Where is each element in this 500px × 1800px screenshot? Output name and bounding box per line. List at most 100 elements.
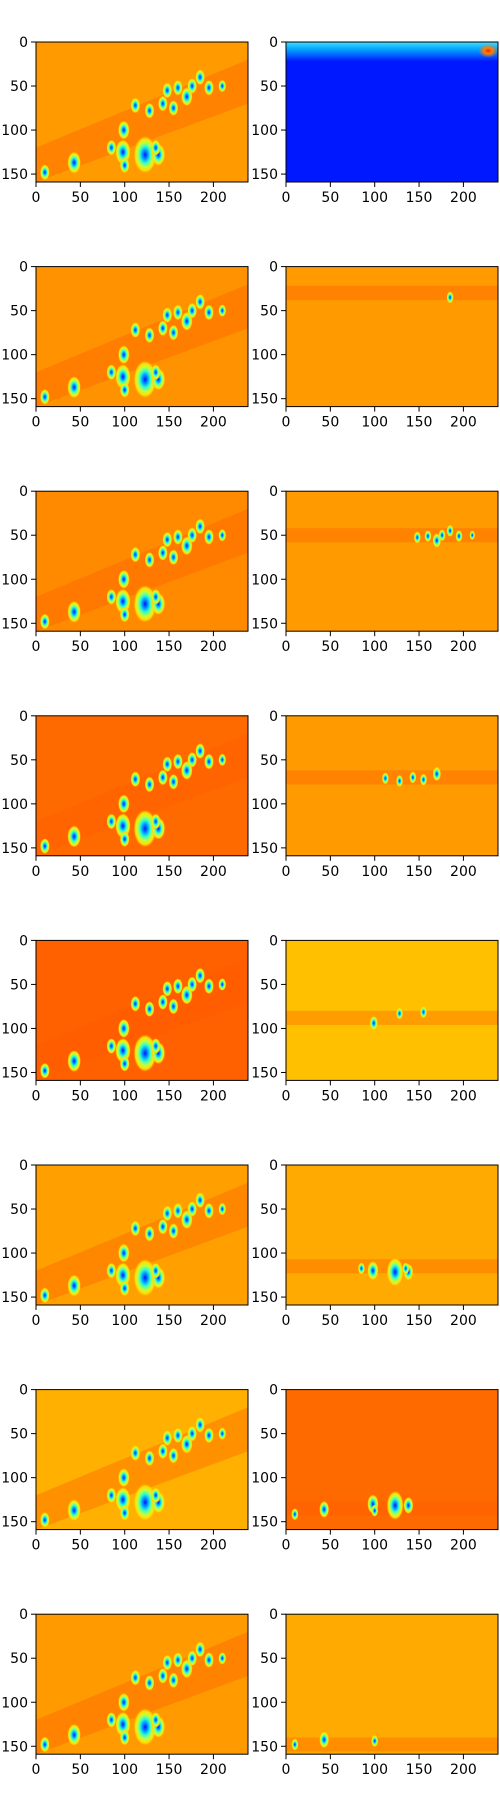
x-tick-label: 200: [200, 1762, 227, 1778]
x-tick-label: 50: [321, 864, 339, 880]
right-panel-row-5-axes: 0 50 100 150 200 0 50 100 150: [251, 1158, 499, 1329]
activation-blob: [40, 838, 50, 854]
right-panel-row-0-axes: 0 50 100 150 200 0 50 100 150: [251, 35, 499, 206]
activation-blob: [119, 606, 130, 623]
activation-blob: [187, 752, 197, 768]
y-tick-label: 150: [1, 616, 28, 632]
activation-blob: [150, 1712, 161, 1728]
y-tick-label: 150: [1, 1290, 28, 1306]
x-tick-label: 0: [32, 864, 41, 880]
activation-blob: [67, 1274, 81, 1297]
right-heatmap-row-7: [286, 1614, 498, 1755]
activation-blob: [67, 600, 81, 623]
y-tick-label: 100: [251, 1471, 278, 1487]
x-tick-label: 0: [282, 1538, 291, 1554]
x-tick-label: 0: [282, 1088, 291, 1104]
y-tick-label: 100: [1, 123, 28, 139]
left-panel-row-3-frame: [35, 715, 249, 857]
activation-blob: [218, 304, 227, 317]
activation-blob: [150, 589, 161, 605]
y-tick-label: 50: [10, 1427, 28, 1443]
activation-blob: [40, 1736, 50, 1753]
attention-blob: [386, 1257, 404, 1287]
y-tick-label: 100: [1, 572, 28, 588]
x-tick-label: 150: [156, 1313, 183, 1329]
right-panel-row-3-frame: [285, 715, 499, 857]
activation-blob: [158, 1443, 168, 1460]
y-tick-label: 150: [251, 616, 278, 632]
x-tick-label: 200: [450, 1538, 477, 1554]
activation-blob: [204, 1202, 214, 1219]
activation-blob: [187, 1201, 197, 1217]
activation-blob: [106, 139, 117, 156]
attention-blob: [446, 291, 454, 304]
x-tick-label: 100: [361, 1762, 388, 1778]
y-tick-label: 100: [1, 1471, 28, 1487]
y-tick-label: 150: [1, 1515, 28, 1531]
activation-blob: [133, 1034, 157, 1072]
x-tick-label: 100: [111, 864, 138, 880]
y-tick-label: 150: [1, 841, 28, 857]
x-tick-label: 200: [450, 864, 477, 880]
right-panel-row-1-frame: [285, 266, 499, 408]
activation-blob: [106, 364, 117, 381]
activation-blob: [119, 1729, 130, 1746]
attention-blob: [413, 531, 421, 544]
activation-blob: [150, 364, 161, 381]
right-heatmap-row-6: [286, 1389, 498, 1530]
x-tick-label: 50: [71, 1538, 89, 1554]
attention-blob: [419, 773, 427, 786]
x-tick-label: 50: [71, 1088, 89, 1104]
activation-blob: [40, 1512, 50, 1528]
left-heatmap-row-1: [36, 266, 248, 407]
y-tick-label: 150: [251, 841, 278, 857]
activation-blob: [162, 1654, 173, 1671]
activation-blob: [162, 1430, 173, 1446]
activation-blob: [162, 756, 173, 773]
y-tick-label: 0: [269, 1607, 278, 1623]
activation-blob: [168, 1447, 179, 1464]
x-tick-label: 200: [200, 1313, 227, 1329]
activation-blob: [133, 585, 157, 623]
y-tick-label: 0: [19, 260, 28, 276]
x-tick-label: 200: [200, 639, 227, 655]
y-tick-label: 50: [260, 304, 278, 320]
heatmap-background: [286, 715, 498, 856]
x-tick-label: 50: [321, 1538, 339, 1554]
activation-blob: [218, 753, 227, 767]
activation-blob: [130, 771, 141, 787]
left-panel-row-0-axes: 0 50 100 150 200 0 50 100 150: [1, 35, 249, 206]
attention-blob: [446, 524, 454, 537]
activation-blob: [144, 102, 155, 119]
x-tick-label: 0: [32, 190, 41, 206]
y-tick-label: 50: [260, 977, 278, 993]
activation-blob: [168, 1672, 179, 1689]
activation-blob: [187, 302, 197, 319]
activation-blob: [67, 825, 81, 848]
attention-blob: [402, 1262, 410, 1275]
x-tick-label: 50: [71, 190, 89, 206]
y-tick-label: 100: [1, 348, 28, 364]
y-tick-label: 0: [269, 933, 278, 949]
y-tick-label: 0: [19, 709, 28, 725]
left-panel-row-6-axes: 0 50 100 150 200 0 50 100 150: [1, 1383, 249, 1554]
activation-blob: [173, 79, 183, 96]
activation-blob: [150, 1487, 161, 1504]
y-tick-label: 100: [251, 123, 278, 139]
activation-blob: [40, 613, 50, 630]
y-tick-label: 100: [1, 1695, 28, 1711]
activation-blob: [173, 1202, 183, 1219]
x-tick-label: 200: [200, 864, 227, 880]
heatmap-background: [286, 42, 498, 182]
y-tick-label: 0: [269, 484, 278, 500]
x-tick-label: 50: [71, 864, 89, 880]
y-tick-label: 100: [251, 1021, 278, 1037]
y-tick-label: 0: [269, 35, 278, 51]
attention-blob: [469, 530, 476, 541]
activation-blob: [144, 1001, 155, 1017]
activation-blob: [162, 531, 173, 548]
activation-blob: [133, 1258, 157, 1297]
right-panel-row-0-frame: [285, 41, 499, 183]
activation-blob: [158, 1668, 168, 1684]
